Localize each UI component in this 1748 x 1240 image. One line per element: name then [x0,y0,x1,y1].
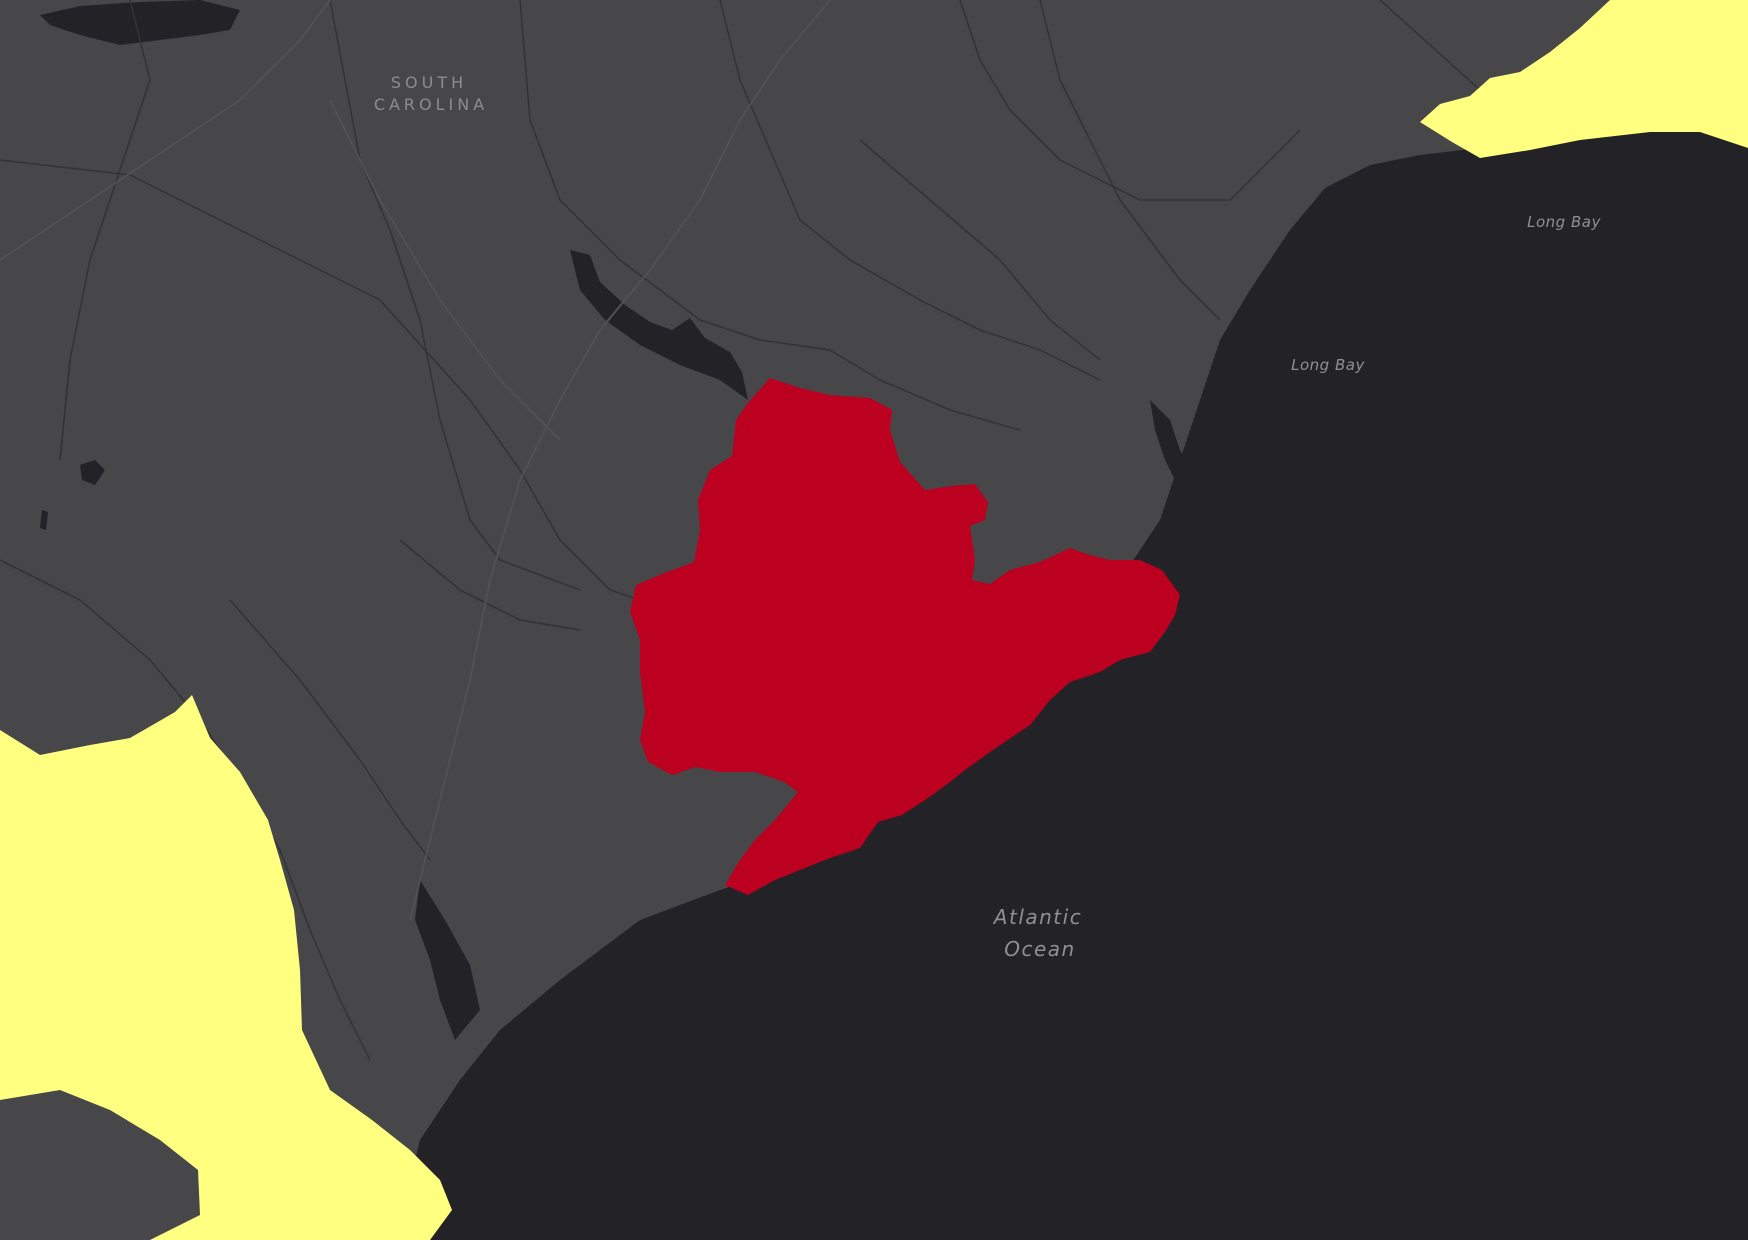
ocean-label-line-2: Ocean [1004,937,1075,961]
adjacent-region-southwest [0,695,452,1240]
land-notch-southwest [0,1090,200,1240]
lake-marion [570,250,748,400]
highlighted-county[interactable] [630,378,1180,895]
lake-north [40,0,240,45]
state-border [1379,0,1481,91]
estuary-south [415,880,480,1040]
estuary-winyah [1150,400,1210,515]
ocean-label-line-1: Atlantic [992,905,1082,929]
county-lines [0,0,1301,1061]
water-label-long-bay-2: Long Bay [1291,356,1365,374]
state-label-line-2: CAROLINA [374,95,488,114]
lake-small-2 [40,510,48,530]
state-label-line-1: SOUTH [391,73,467,92]
lake-small-1 [80,460,105,485]
adjacent-region-northeast [1420,0,1748,158]
highways [0,0,831,921]
water-label-long-bay-1: Long Bay [1527,213,1601,231]
